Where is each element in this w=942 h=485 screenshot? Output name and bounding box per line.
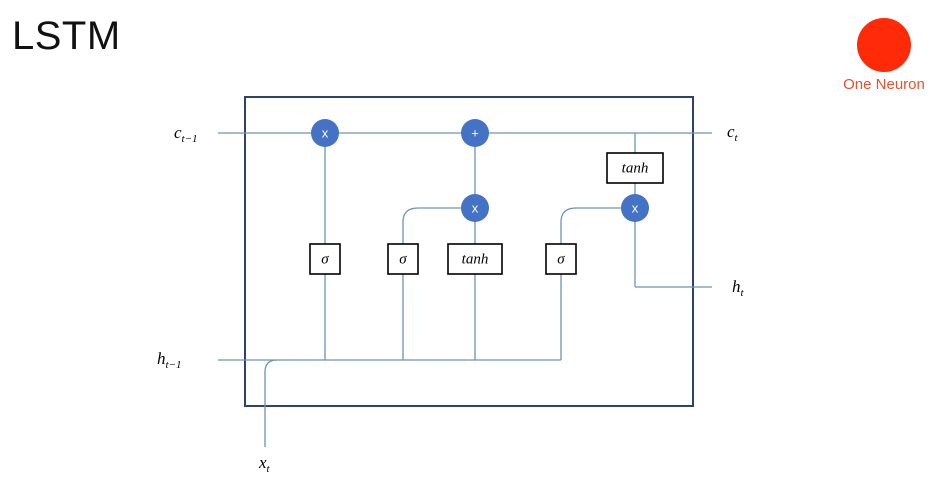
input-gate-box: σ [387, 243, 419, 275]
cell-frame [244, 96, 694, 407]
wires [218, 132, 712, 447]
candidate-tanh-box: tanh [447, 243, 503, 275]
output-gate-box: σ [545, 243, 577, 275]
label-c-prev: ct−1 [174, 123, 198, 145]
slide-title: LSTM [12, 14, 121, 58]
cell-add-node: + [461, 119, 489, 147]
logo-text: One Neuron [843, 76, 925, 93]
output-multiply-symbol: x [632, 200, 639, 215]
cell-add-symbol: + [471, 125, 479, 140]
logo-circle-icon [857, 18, 911, 72]
forget-multiply-node: x [311, 119, 339, 147]
output-multiply-node: x [621, 194, 649, 222]
label-h-prev: ht−1 [157, 349, 181, 371]
forget-multiply-symbol: x [322, 125, 329, 140]
input-gate-label: σ [399, 251, 407, 267]
input-multiply-symbol: x [472, 200, 479, 215]
label-h-next: ht [732, 277, 745, 299]
cell-tanh-box: tanh [606, 152, 664, 184]
label-x-input: xt [258, 453, 271, 475]
forget-gate-box: σ [309, 243, 341, 275]
cell-tanh-label: tanh [622, 160, 649, 176]
brand-logo: One Neuron [834, 18, 934, 93]
output-gate-label: σ [557, 251, 565, 267]
input-multiply-node: x [461, 194, 489, 222]
forget-gate-label: σ [321, 251, 329, 267]
label-c-next: ct [727, 122, 739, 144]
candidate-tanh-label: tanh [462, 251, 489, 267]
